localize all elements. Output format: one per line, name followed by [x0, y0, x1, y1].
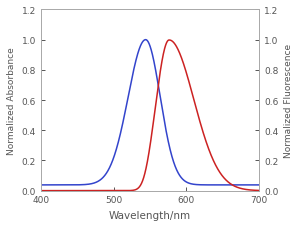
- Y-axis label: Normalized Fluorescence: Normalized Fluorescence: [284, 44, 293, 157]
- X-axis label: Wavelength/nm: Wavelength/nm: [109, 210, 191, 220]
- Y-axis label: Normalized Absorbance: Normalized Absorbance: [7, 47, 16, 154]
